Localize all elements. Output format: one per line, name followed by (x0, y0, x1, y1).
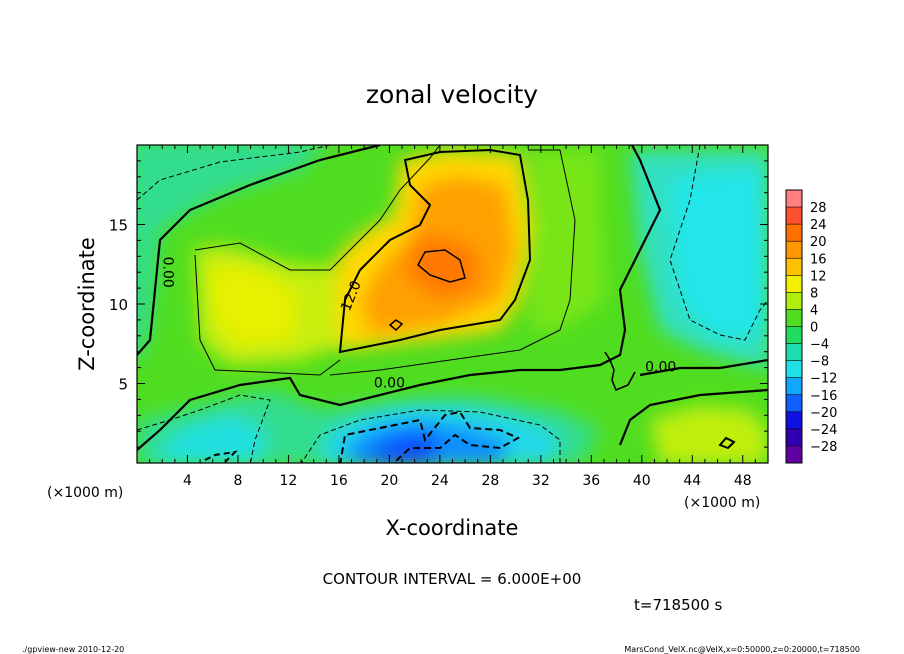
field-region-upper-left-cool (137, 145, 325, 360)
contour-minus-six-right (669, 145, 768, 341)
colorbar-segment (786, 241, 802, 259)
colorbar-label: 28 (810, 201, 827, 216)
colorbar-segment (786, 258, 802, 276)
colorbar-label: −12 (810, 372, 837, 387)
contour-six-left (194, 145, 441, 271)
colorbar-label: 24 (810, 218, 827, 233)
colorbar-label: −28 (810, 440, 837, 455)
y-tick-label: 15 (109, 217, 128, 235)
contour-label: 0.00 (374, 376, 405, 392)
x-tick-label: 40 (633, 473, 651, 489)
chart-title: zonal velocity (366, 80, 538, 109)
contour-eighteen-core (417, 249, 466, 283)
colorbar-segment (786, 411, 802, 430)
colorbar-segment (786, 275, 802, 293)
y-tick-label: 10 (109, 296, 128, 314)
colorbar-label: 0 (810, 321, 818, 336)
colorbar-label: 12 (810, 269, 827, 284)
contour-label: 0.00 (645, 360, 676, 376)
contour-zero-right (639, 358, 768, 377)
x-tick-label: 12 (280, 473, 298, 489)
colorbar-segment (786, 343, 802, 362)
colorbar-segment (786, 377, 802, 396)
x-tick-label: 28 (481, 473, 499, 489)
colorbar-label: 8 (810, 286, 818, 301)
contour-twelve (338, 148, 532, 354)
footer-left: ./gpview-new 2010-12-20 (22, 645, 124, 654)
contour-lines (137, 145, 768, 463)
colorbar-segment (786, 394, 802, 413)
time-text: t=718500 s (634, 596, 722, 614)
colorbar-segment (786, 292, 802, 310)
contour-zero-upper-left (137, 145, 381, 356)
contour-eighteen-small (388, 319, 404, 332)
contour-six-left-lower (194, 254, 341, 376)
field-region-right-cyan (670, 170, 765, 340)
contour-label: 0.00 (159, 257, 175, 288)
x-tick-label: 44 (683, 473, 701, 489)
x-axis-title: X-coordinate (386, 516, 519, 540)
colorbar-segment (786, 360, 802, 379)
contour-minus-twelve (339, 410, 521, 463)
contour-minus-six-lower (137, 394, 271, 463)
x-tick-label: 36 (582, 473, 600, 489)
colorbar-segment (786, 445, 802, 464)
velocity-field (137, 145, 768, 463)
x-tick-label: 4 (183, 473, 192, 489)
footer-right: MarsCond_VelX.nc@VelX,x=0:50000,z=0:2000… (624, 645, 860, 654)
x-tick-label: 32 (532, 473, 550, 489)
contour-minus-six-lower-mid (300, 409, 561, 463)
y-unit-label: (×1000 m) (47, 485, 123, 501)
x-tick-label: 16 (330, 473, 348, 489)
contour-zero-lower-right (618, 388, 768, 446)
field-region-lower-right-warm (650, 405, 768, 463)
field-region-lower-dark-blue (370, 432, 440, 463)
colorbar: 28 24 20 16 12 8 4 0 −4 −8 −12 −16 −20 −24 −28 (785, 189, 837, 464)
y-axis: 5 10 15 (109, 160, 768, 448)
colorbar-segment (786, 224, 802, 242)
contour-zero-middle (137, 145, 662, 451)
field-region-upper-right (530, 150, 605, 330)
contour-minus-six-left (137, 145, 331, 201)
x-axis: 4 8 12 16 20 24 28 32 36 40 44 48 (149, 145, 756, 489)
colorbar-segment (786, 207, 802, 225)
colorbar-label: −4 (810, 338, 829, 353)
field-region-central-core (405, 235, 480, 300)
x-tick-label: 48 (734, 473, 752, 489)
contour-zero-wiggle (604, 351, 636, 392)
colorbar-label: −24 (810, 423, 837, 438)
colorbar-segment (786, 190, 802, 208)
contour-minus-twelve-left (204, 450, 238, 463)
contour-six-right (329, 149, 576, 376)
y-axis-title: Z-coordinate (75, 237, 99, 371)
colorbar-label: 20 (810, 235, 827, 250)
colorbar-segment (786, 309, 802, 327)
contour-interval-text: CONTOUR INTERVAL = 6.000E+00 (323, 570, 582, 588)
x-tick-label: 8 (233, 473, 242, 489)
x-tick-label: 20 (380, 473, 398, 489)
colorbar-segment (786, 428, 802, 447)
y-tick-label: 5 (118, 376, 128, 394)
colorbar-label: 4 (810, 303, 818, 318)
colorbar-label: −20 (810, 406, 837, 421)
field-region-left-warmer (210, 268, 300, 345)
colorbar-label: −16 (810, 389, 837, 404)
colorbar-label: −8 (810, 355, 829, 370)
colorbar-segment (786, 326, 802, 345)
colorbar-label: 16 (810, 252, 827, 267)
contour-zero-island-right (718, 436, 736, 450)
x-tick-label: 24 (431, 473, 449, 489)
x-unit-label: (×1000 m) (684, 495, 760, 511)
